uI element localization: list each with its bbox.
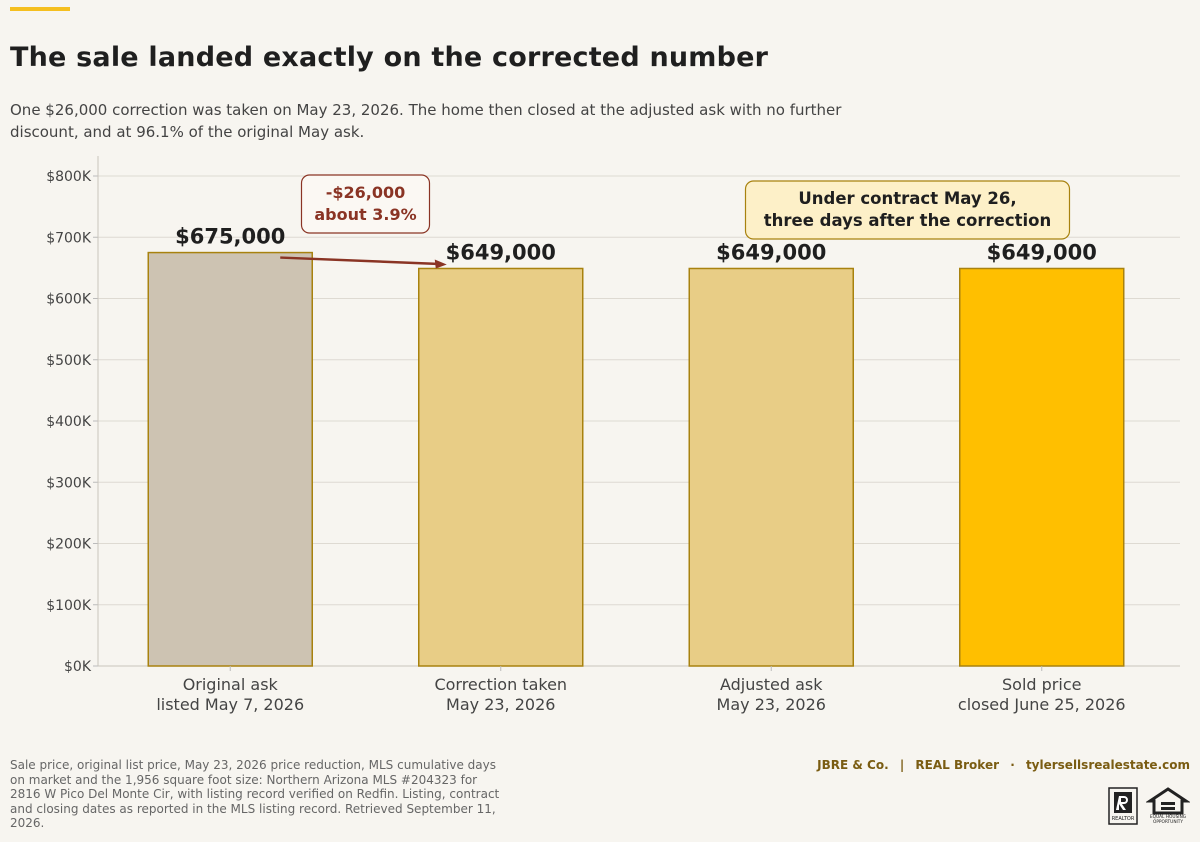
y-tick-label: $0K <box>64 659 92 675</box>
accent-bar <box>10 7 70 11</box>
website-text: tylersellsrealestate.com <box>1025 758 1190 772</box>
x-tick-label: May 23, 2026 <box>446 695 555 714</box>
realtor-logo-icon: REALTOR <box>1108 787 1138 825</box>
bar <box>688 267 854 667</box>
chart-title: The sale landed exactly on the corrected… <box>10 42 769 73</box>
y-tick-label: $800K <box>46 169 92 185</box>
bar <box>418 267 584 667</box>
bar-value-label: $649,000 <box>987 240 1097 264</box>
y-tick-label: $400K <box>46 414 92 430</box>
bar <box>959 267 1125 667</box>
bar-value-label: $649,000 <box>716 240 826 264</box>
brokerage-name: REAL Broker <box>915 758 999 772</box>
contract-callout-text: Under contract May 26, <box>798 189 1016 208</box>
brand-dot: · <box>1010 758 1015 772</box>
realtor-logo-text: REALTOR <box>1112 816 1135 822</box>
x-tick-label: Original ask <box>183 675 279 694</box>
reduction-arrowhead <box>434 259 447 269</box>
x-tick-label: closed June 25, 2026 <box>958 695 1126 714</box>
y-tick-label: $300K <box>46 475 92 491</box>
x-tick-label: May 23, 2026 <box>717 695 826 714</box>
y-tick-label: $200K <box>46 537 92 553</box>
source-footnote: Sale price, original list price, May 23,… <box>10 758 500 831</box>
compliance-logos: REALTOR EQUAL HOUSING OPPORTUNITY <box>1108 787 1190 825</box>
reduction-callout-text: about 3.9% <box>314 205 416 224</box>
contract-callout-box <box>744 180 1071 240</box>
bar-value-label: $675,000 <box>175 225 285 249</box>
brand-line: JBRE & Co. | REAL Broker · tylersellsrea… <box>817 758 1190 772</box>
reduction-arrow <box>280 256 437 266</box>
bar-value-label: $649,000 <box>446 240 556 264</box>
eho-logo-line1: EQUAL HOUSING <box>1150 814 1186 820</box>
bar <box>147 251 313 667</box>
reduction-callout-text: -$26,000 <box>326 183 406 202</box>
y-tick-label: $700K <box>46 230 92 246</box>
brand-separator: | <box>899 758 905 772</box>
eho-logo-line2: OPPORTUNITY <box>1153 819 1183 825</box>
brand-name: JBRE & Co. <box>817 758 889 772</box>
y-tick-label: $500K <box>46 353 92 369</box>
x-tick-label: Sold price <box>1002 675 1081 694</box>
x-tick-label: Adjusted ask <box>720 675 823 694</box>
x-tick-label: listed May 7, 2026 <box>156 695 304 714</box>
reduction-callout-box <box>300 174 431 234</box>
y-tick-label: $600K <box>46 292 92 308</box>
contract-callout-text: three days after the correction <box>764 211 1052 230</box>
y-tick-label: $100K <box>46 598 92 614</box>
chart-subtitle: One $26,000 correction was taken on May … <box>10 101 842 141</box>
equal-housing-icon: EQUAL HOUSING OPPORTUNITY <box>1146 787 1190 825</box>
x-tick-label: Correction taken <box>434 675 567 694</box>
